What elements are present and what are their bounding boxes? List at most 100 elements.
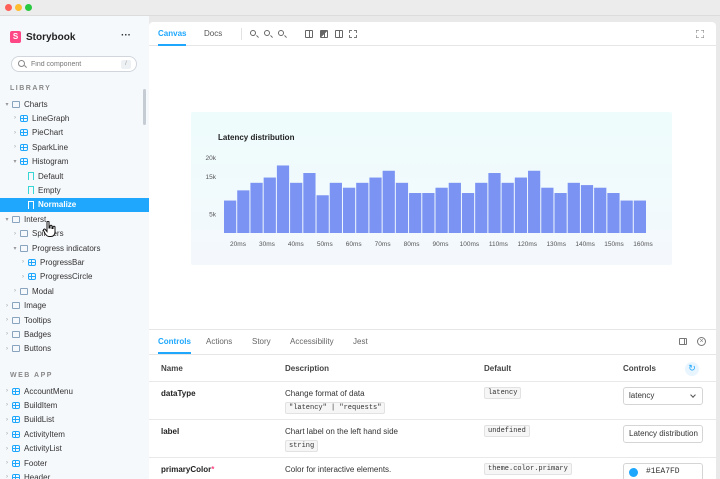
histogram-bar[interactable]	[395, 182, 409, 233]
sidebar-item-modal[interactable]: › Modal	[0, 284, 149, 298]
datatype-select[interactable]: latency	[623, 387, 703, 405]
chevron-right-icon[interactable]: ›	[22, 273, 24, 280]
sidebar-item-tooltips[interactable]: › Tooltips	[0, 313, 149, 327]
histogram-bar[interactable]	[303, 173, 316, 233]
sidebar-item-linegraph[interactable]: › LineGraph	[0, 111, 149, 125]
panel-tab-jest[interactable]: Jest	[353, 337, 368, 346]
chevron-right-icon[interactable]: ›	[6, 317, 8, 323]
sidebar-item-spinners[interactable]: ›Spinners	[0, 227, 149, 241]
chevron-right-icon[interactable]: ›	[14, 129, 16, 136]
search-box[interactable]: /	[11, 56, 137, 72]
chevron-right-icon[interactable]: ›	[6, 388, 8, 394]
histogram-bar[interactable]	[409, 193, 422, 233]
histogram-bar[interactable]	[250, 182, 263, 233]
tab-canvas[interactable]: Canvas	[158, 22, 187, 46]
histogram-bar[interactable]	[237, 190, 250, 233]
histogram-bar[interactable]	[633, 200, 646, 233]
chevron-right-icon[interactable]: ›	[14, 115, 16, 122]
sidebar-scrollbar[interactable]	[143, 89, 146, 125]
sidebar-item-activityitem[interactable]: › ActivityItem	[0, 427, 149, 441]
histogram-bar[interactable]	[329, 182, 342, 233]
histogram-bar[interactable]	[620, 200, 633, 233]
panel-orientation-icon[interactable]	[679, 338, 687, 345]
zoom-out-icon[interactable]	[264, 30, 270, 36]
histogram-bar[interactable]	[382, 170, 395, 233]
histogram-bar[interactable]	[290, 182, 303, 233]
sidebar-item-histogram[interactable]: ▾ Histogram	[0, 155, 149, 169]
close-icon[interactable]: ×	[697, 337, 706, 346]
histogram-bar[interactable]	[356, 182, 369, 233]
histogram-bar[interactable]	[501, 182, 514, 233]
chevron-down-icon[interactable]: ▾	[5, 101, 9, 108]
panel-tab-accessibility[interactable]: Accessibility	[290, 337, 334, 346]
panel-tab-actions[interactable]: Actions	[206, 337, 233, 346]
close-window-button[interactable]	[5, 4, 12, 11]
histogram-bar[interactable]	[435, 187, 448, 233]
sidebar-item-progress-indicators[interactable]: ▾ Progress indicators	[0, 241, 149, 255]
sidebar-item-buttons[interactable]: › Buttons	[0, 342, 149, 356]
histogram-bar[interactable]	[541, 187, 554, 233]
brand[interactable]: S Storybook	[10, 30, 75, 44]
primary-color-picker[interactable]: #1EA7FD	[623, 463, 703, 479]
sidebar-item-badges[interactable]: › Badges	[0, 327, 149, 341]
sidebar-item-buildlist[interactable]: › BuildList	[0, 413, 149, 427]
histogram-bar[interactable]	[316, 195, 329, 233]
zoom-reset-icon[interactable]	[278, 30, 284, 36]
histogram-bar[interactable]	[567, 182, 580, 233]
sidebar-item-activitylist[interactable]: › ActivityList	[0, 442, 149, 456]
sidebar-item-empty[interactable]: Empty	[0, 183, 149, 197]
histogram-bar[interactable]	[422, 193, 435, 233]
chevron-right-icon[interactable]: ›	[6, 345, 8, 352]
zoom-in-icon[interactable]	[250, 30, 256, 36]
sidebar-item-interst[interactable]: ▾ Interst	[0, 212, 149, 226]
histogram-bar[interactable]	[514, 177, 528, 233]
histogram-bar[interactable]	[263, 177, 276, 233]
chevron-right-icon[interactable]: ›	[14, 288, 16, 295]
label-text-input[interactable]: Latency distribution	[623, 425, 703, 443]
chevron-right-icon[interactable]: ›	[6, 474, 8, 479]
grid-icon[interactable]	[305, 30, 313, 38]
histogram-bar[interactable]	[594, 187, 607, 233]
sidebar-item-default[interactable]: Default	[0, 169, 149, 183]
chevron-down-icon[interactable]: ▾	[5, 216, 9, 223]
chevron-right-icon[interactable]: ›	[22, 259, 24, 266]
sidebar-item-header[interactable]: › Header	[0, 470, 149, 479]
panel-tab-controls[interactable]: Controls	[158, 330, 191, 354]
maximize-window-button[interactable]	[25, 4, 32, 11]
ellipsis-icon[interactable]: ···	[121, 30, 131, 41]
sidebar-item-footer[interactable]: › Footer	[0, 456, 149, 470]
sidebar-item-progressbar[interactable]: › ProgressBar	[0, 255, 149, 269]
chevron-right-icon[interactable]: ›	[6, 331, 8, 338]
tab-docs[interactable]: Docs	[204, 29, 223, 38]
chevron-right-icon[interactable]: ›	[6, 460, 8, 466]
chevron-down-icon[interactable]: ▾	[13, 159, 17, 166]
chevron-right-icon[interactable]: ›	[14, 144, 16, 151]
histogram-bar[interactable]	[475, 182, 488, 233]
panel-tab-story[interactable]: Story	[252, 337, 271, 346]
histogram-bar[interactable]	[580, 185, 594, 233]
histogram-bar[interactable]	[488, 173, 501, 233]
histogram-bar[interactable]	[369, 177, 382, 233]
reset-controls-icon[interactable]: ↻	[685, 362, 699, 376]
histogram-bar[interactable]	[342, 187, 356, 233]
sidebar-item-normalize[interactable]: Normalize	[0, 197, 149, 212]
outline-icon[interactable]	[349, 30, 357, 38]
chevron-right-icon[interactable]: ›	[14, 230, 16, 237]
histogram-bar[interactable]	[276, 165, 290, 233]
chevron-right-icon[interactable]: ›	[6, 445, 8, 452]
sidebar-item-image[interactable]: › Image	[0, 299, 149, 313]
histogram-bar[interactable]	[448, 182, 461, 233]
sidebar-item-builditem[interactable]: › BuildItem	[0, 398, 149, 412]
histogram-bar[interactable]	[607, 193, 620, 233]
chevron-right-icon[interactable]: ›	[6, 416, 8, 423]
chevron-down-icon[interactable]: ▾	[13, 245, 17, 252]
background-icon[interactable]	[320, 30, 328, 38]
sidebar-item-progresscircle[interactable]: › ProgressCircle	[0, 270, 149, 284]
chevron-right-icon[interactable]: ›	[6, 302, 8, 309]
histogram-bar[interactable]	[528, 170, 541, 233]
histogram-bar[interactable]	[224, 200, 237, 233]
sidebar-item-sparkline[interactable]: › SparkLine	[0, 140, 149, 154]
histogram-bar[interactable]	[461, 193, 475, 233]
histogram-bar[interactable]	[554, 193, 567, 233]
viewport-icon[interactable]	[335, 30, 343, 38]
